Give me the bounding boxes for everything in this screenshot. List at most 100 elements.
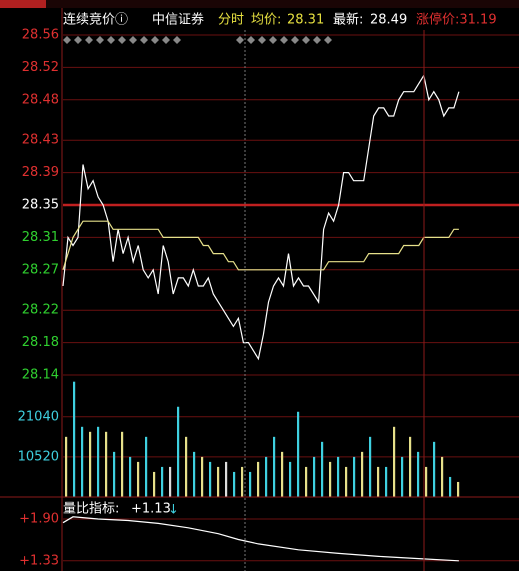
volume-bar [345,466,348,497]
limit-price: 涨停价:31.19 [416,12,497,28]
volume-bar [273,436,276,497]
marker [280,36,288,44]
volume-bar [369,436,372,497]
y-tick-label: +1.90 [19,512,59,527]
marker [247,36,255,44]
volume-bar [409,436,412,497]
volume-bar [89,431,92,497]
volume-bar [417,451,420,497]
volume-bar [201,456,204,497]
last-label: 最新: [333,12,363,28]
y-tick-label: 28.27 [22,262,59,277]
avg-label: 均价: [251,13,281,28]
indicator-arrow: ↓ [168,503,179,518]
volume-bar [377,466,380,497]
volume-bar [185,436,188,497]
volume-bar [153,471,156,497]
marker [291,36,299,44]
marker [96,36,104,44]
volume-bar [161,466,164,497]
y-tick-label: 10520 [18,449,59,464]
marker [313,36,321,44]
y-tick-label: 28.48 [22,92,59,107]
marker [324,36,332,44]
volume-bar [393,426,396,497]
volume-bar [353,456,356,497]
marker [140,36,148,44]
volume-bar [329,461,332,497]
volume-bar [137,461,140,497]
y-tick-label: 28.14 [22,368,59,383]
volume-bar [401,456,404,497]
last-value: 28.49 [370,13,407,28]
price-line [62,220,459,271]
volume-bar [281,451,284,497]
volume-bar [217,466,220,497]
y-tick-label: 28.31 [22,230,59,245]
avg-value: 28.31 [287,13,324,28]
volume-bar [361,451,364,497]
volume-bar [177,406,180,497]
volume-bar [169,466,172,497]
indicator-title: 量比指标: [63,502,119,517]
marker [258,36,266,44]
marker [63,36,71,44]
marker [74,36,82,44]
volume-bar [81,426,84,497]
y-tick-label: 28.22 [22,303,59,318]
mode[interactable]: 分时 [218,13,244,28]
volume-bar [233,471,236,497]
marker [162,36,170,44]
marker [236,36,244,44]
volume-bar [265,456,268,497]
volume-bar [457,481,460,497]
volume-bar [425,466,428,497]
tab-strip [0,0,519,8]
volume-bar [193,451,196,497]
volume-bar [113,451,116,497]
volume-bar [105,431,108,497]
volume-bar [313,456,316,497]
volume-bar [441,456,444,497]
volume-bar [337,456,340,497]
status: 连续竞价ⓘ [63,12,128,28]
volume-bar [121,431,124,497]
y-tick-label: +1.33 [19,553,59,568]
marker [173,36,181,44]
volume-bar [257,461,260,497]
y-tick-label: 21040 [18,409,59,424]
active-tab[interactable] [0,0,46,8]
marker [129,36,137,44]
volume-bar [297,411,300,497]
y-tick-label: 28.39 [22,165,59,180]
volume-bar [321,441,324,497]
volume-bar [249,471,252,497]
volume-bar [305,466,308,497]
marker [269,36,277,44]
volume-bar [449,476,452,497]
marker [118,36,126,44]
volume-bar [433,441,436,497]
volume-bar [209,461,212,497]
y-tick-label: 28.35 [22,198,59,213]
price-line [62,73,460,361]
auction-markers [63,36,332,44]
marker [85,36,93,44]
marker [107,36,115,44]
y-tick-label: 28.18 [22,335,59,350]
volume-bar [129,456,132,497]
volume-bar [97,426,100,497]
volume-bar [241,466,244,497]
marker [151,36,159,44]
volume-bar [65,436,68,497]
volume-bar [225,461,228,497]
volume-bar [289,461,292,497]
y-tick-label: 28.43 [22,133,59,148]
price-line [62,516,459,562]
volume-bar [385,466,388,497]
volume-bar [73,381,76,497]
volume-bar [145,436,148,497]
y-tick-label: 28.56 [22,28,59,43]
